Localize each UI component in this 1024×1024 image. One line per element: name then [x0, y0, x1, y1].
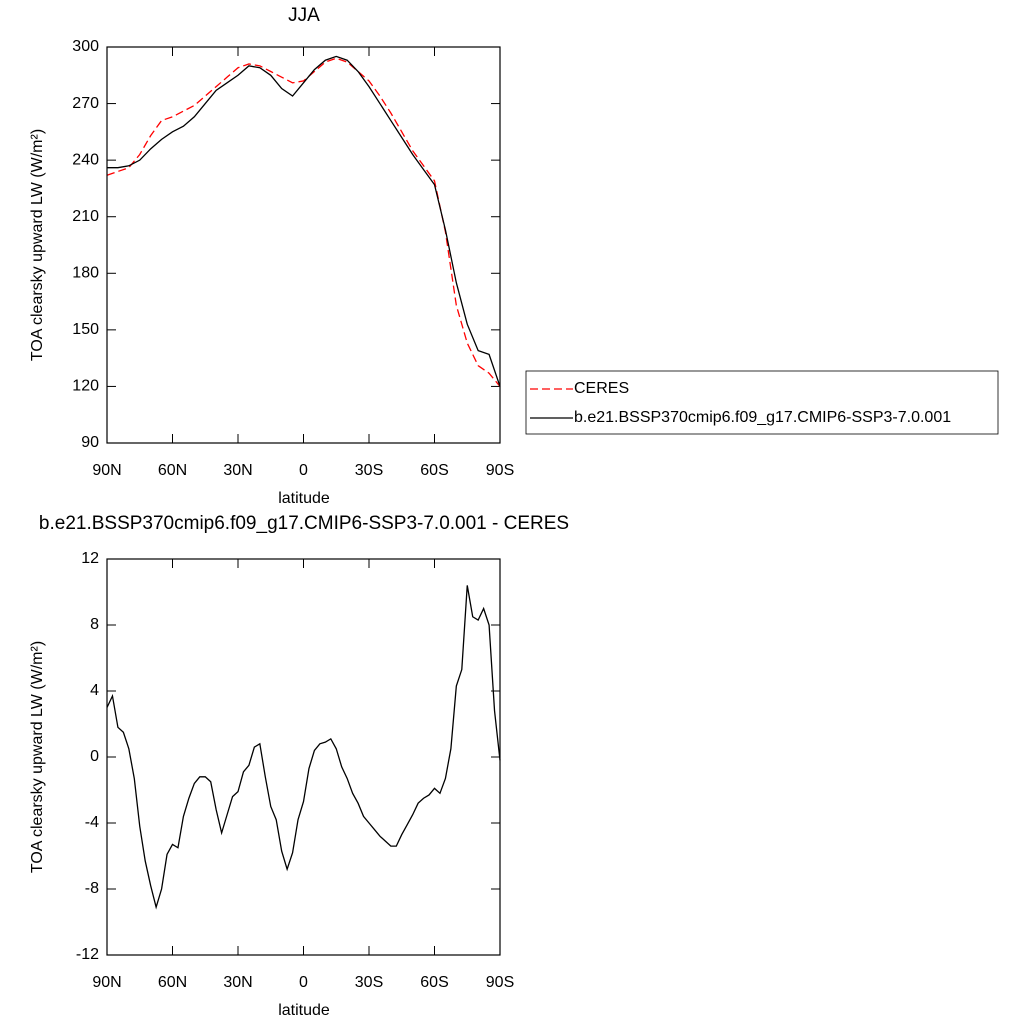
plot-frame [106, 558, 501, 956]
y-tick-label: 240 [72, 151, 99, 168]
data-line [107, 55, 501, 387]
y-tick-label: 0 [90, 748, 99, 765]
data-line [106, 57, 501, 387]
legend-label: CERES [574, 380, 629, 397]
legend-label: b.e21.BSSP370cmip6.f09_g17.CMIP6-SSP3-7.… [574, 409, 951, 426]
x-tick-label: 60N [158, 462, 187, 479]
x-tick-label: 90S [486, 462, 514, 479]
y-axis-label: TOA clearsky upward LW (W/m²) [29, 641, 46, 873]
legend: CERES b.e21.BSSP370cmip6.f09_g17.CMIP6-SS… [525, 370, 999, 435]
y-tick-label: 210 [72, 208, 99, 225]
chart-title: b.e21.BSSP370cmip6.f09_g17.CMIP6-SSP3-7.… [39, 513, 569, 534]
y-tick-label: 270 [72, 95, 99, 112]
y-tick-label: 180 [72, 265, 99, 282]
chart-title: JJA [288, 5, 320, 26]
y-tick-label: -8 [85, 880, 99, 897]
x-tick-label: 0 [299, 462, 308, 479]
x-tick-label: 90N [92, 462, 121, 479]
x-tick-label: 60S [420, 462, 448, 479]
x-tick-label: 0 [299, 974, 308, 991]
y-tick-label: 120 [72, 378, 99, 395]
x-axis-label: latitude [278, 1002, 330, 1019]
x-tick-label: 90N [92, 974, 121, 991]
legend-box [525, 370, 999, 435]
y-tick-label: 150 [72, 321, 99, 338]
y-tick-label: 8 [90, 616, 99, 633]
x-tick-label: 30N [223, 462, 252, 479]
x-tick-label: 30N [223, 974, 252, 991]
y-tick-label: -4 [85, 814, 99, 831]
y-tick-label: 12 [81, 550, 99, 567]
x-axis-label: latitude [278, 490, 330, 507]
y-axis-label: TOA clearsky upward LW (W/m²) [29, 129, 46, 361]
plot-frame [106, 46, 501, 444]
x-tick-label: 30S [355, 462, 383, 479]
data-line [106, 585, 501, 910]
y-tick-label: 90 [81, 434, 99, 451]
x-tick-label: 30S [355, 974, 383, 991]
y-tick-label: 4 [90, 682, 99, 699]
x-tick-label: 60S [420, 974, 448, 991]
x-tick-label: 90S [486, 974, 514, 991]
y-tick-label: 300 [72, 38, 99, 55]
y-tick-label: -12 [76, 946, 99, 963]
x-tick-label: 60N [158, 974, 187, 991]
